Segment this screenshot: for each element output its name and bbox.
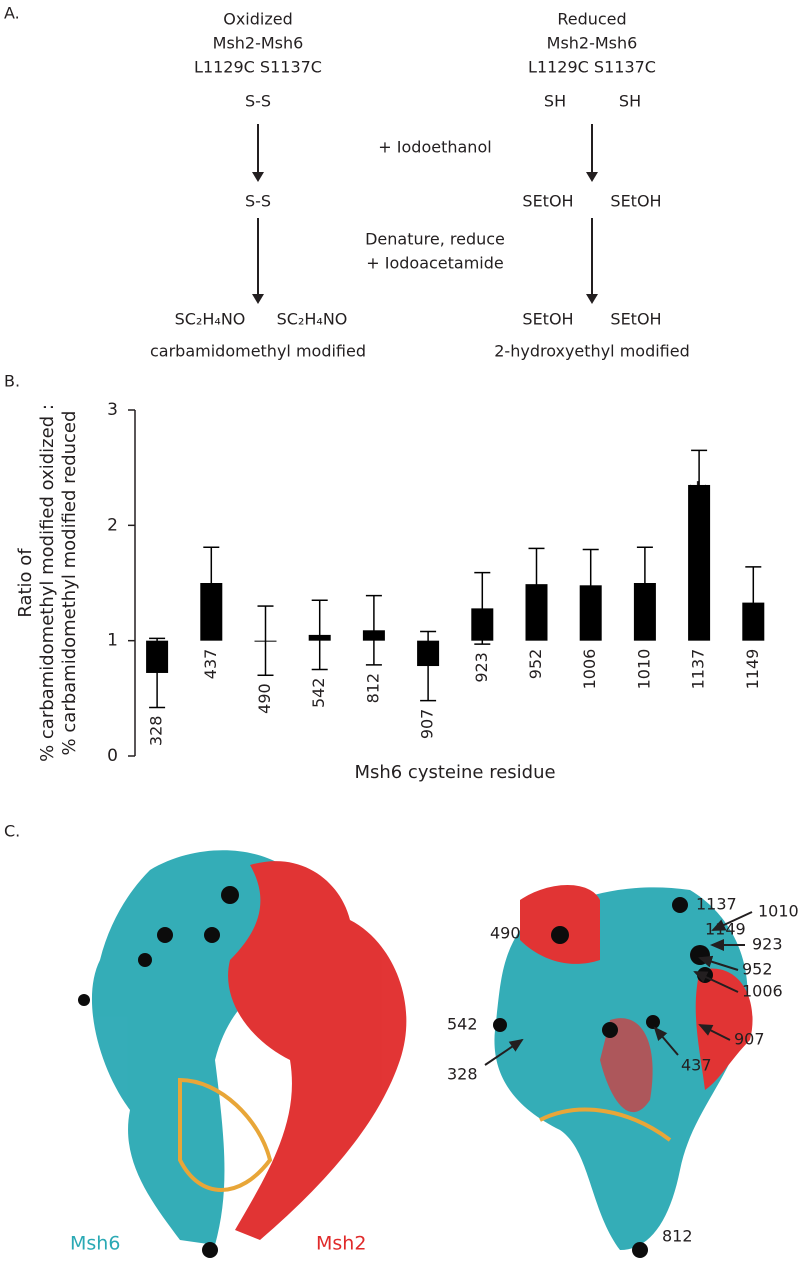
bar (742, 602, 765, 641)
x-tick-label: 1010 (634, 649, 653, 690)
y-tick-label: 1 (107, 631, 118, 651)
structure-left (78, 850, 407, 1258)
y-axis-label: Ratio of (15, 548, 36, 618)
bar (471, 608, 494, 641)
residue-label: 1149 (705, 920, 746, 939)
header: Reduced (557, 10, 626, 29)
x-tick-label: 1149 (743, 649, 762, 690)
x-tick-label: 907 (418, 709, 437, 740)
panel-b: B. Ratio of % carbamidomethyl modified o… (4, 372, 765, 783)
residue-label: 907 (734, 1030, 765, 1049)
panel-label: B. (4, 372, 20, 391)
step: + Iodoethanol (378, 138, 491, 157)
step: Denature, reduce (365, 230, 505, 249)
x-tick-label: 812 (363, 673, 382, 704)
residue-label: 437 (681, 1056, 712, 1075)
step: + Iodoacetamide (366, 254, 504, 273)
state: SEtOH (522, 192, 573, 211)
panel-label: A. (4, 4, 20, 23)
y-tick-label: 3 (107, 400, 118, 420)
x-tick-label: 1137 (689, 649, 708, 690)
x-tick-label: 328 (147, 716, 166, 747)
y-axis-label: % carbamidomethyl modified oxidized : (37, 404, 58, 762)
residue-label: 812 (662, 1227, 693, 1246)
x-axis-label: Msh6 cysteine residue (354, 762, 555, 783)
state: S-S (245, 192, 271, 211)
chain-label: Msh6 (70, 1233, 120, 1255)
residue-label: 923 (752, 935, 783, 954)
panel-a: A. Oxidized Msh2-Msh6 L1129C S1137C S-S … (4, 4, 690, 361)
panel-c: C. Msh6 Msh2 1137 1149 490 1010 923 952 … (4, 822, 799, 1258)
y-tick-label: 0 (107, 746, 118, 766)
bar (308, 634, 331, 641)
residue-label: 542 (447, 1015, 478, 1034)
residue-label: 328 (447, 1065, 478, 1084)
header: L1129C S1137C (528, 58, 656, 77)
bar (633, 583, 656, 641)
header: Msh2-Msh6 (547, 34, 638, 53)
bar (146, 640, 169, 673)
bar (362, 630, 385, 641)
residue-label: 490 (490, 924, 521, 943)
x-tick-label: 923 (472, 652, 491, 683)
caption: 2-hydroxyethyl modified (494, 342, 690, 361)
header: L1129C S1137C (194, 58, 322, 77)
arrow (484, 1038, 524, 1066)
bar (525, 584, 548, 641)
x-tick-label: 490 (255, 683, 274, 714)
bar (579, 585, 602, 641)
bar (200, 583, 223, 641)
state: SC₂H₄NO (277, 310, 348, 329)
arrow (653, 1026, 679, 1056)
x-tick-label: 437 (201, 649, 220, 680)
panel-label: C. (4, 822, 20, 841)
header: Oxidized (223, 10, 293, 29)
state: SEtOH (610, 192, 661, 211)
state: S-S (245, 92, 271, 111)
bar (688, 484, 711, 641)
state: SEtOH (610, 310, 661, 329)
caption: carbamidomethyl modified (150, 342, 366, 361)
structure-right (493, 885, 753, 1258)
arrow (711, 911, 753, 931)
arrow (693, 971, 739, 993)
bar (254, 640, 277, 642)
residue-label: 952 (742, 960, 773, 979)
x-tick-label: 542 (309, 678, 328, 709)
residue-label: 1010 (758, 902, 799, 921)
residue-label: 1137 (696, 895, 737, 914)
arrow (698, 1024, 731, 1041)
arrow (698, 955, 739, 971)
bar (417, 640, 440, 667)
residue-label: 1006 (742, 982, 783, 1001)
header: Msh2-Msh6 (213, 34, 304, 53)
x-tick-label: 1006 (580, 649, 599, 690)
y-axis-label: % carbamidomethyl modified reduced (59, 411, 80, 756)
state: SH (544, 92, 566, 111)
state: SH (619, 92, 641, 111)
state: SC₂H₄NO (175, 310, 246, 329)
x-tick-label: 952 (526, 649, 545, 680)
state: SEtOH (522, 310, 573, 329)
y-tick-label: 2 (107, 515, 118, 535)
chain-label: Msh2 (316, 1233, 366, 1255)
